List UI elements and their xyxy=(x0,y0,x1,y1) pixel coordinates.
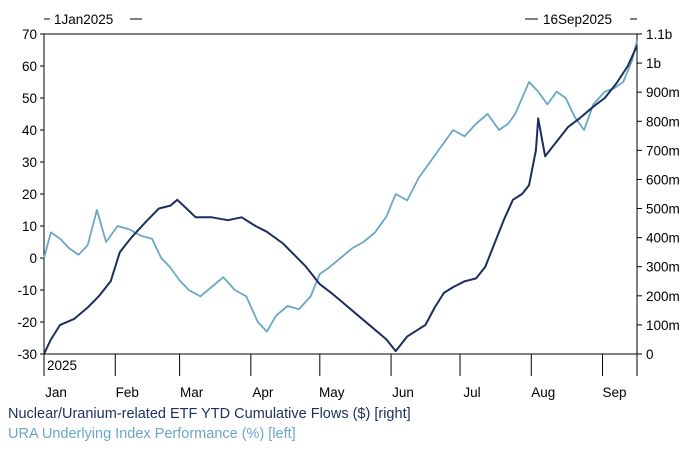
y-left-tick-label: 0 xyxy=(29,251,37,266)
y-left-tick-label: 20 xyxy=(22,187,37,202)
y-left-tick-label: -30 xyxy=(17,347,37,362)
x-tick-label: Jun xyxy=(392,385,414,400)
y-left-tick-label: 10 xyxy=(22,219,37,234)
y-right-tick-label: 800m xyxy=(646,114,680,129)
y-right-tick-label: 200m xyxy=(646,289,680,304)
y-left-tick-label: 40 xyxy=(22,123,37,138)
y-right-tick-label: 600m xyxy=(646,172,680,187)
plot-area xyxy=(43,33,638,355)
y-right-tick-label: 900m xyxy=(646,85,680,100)
y-left-tick-label: 60 xyxy=(22,59,37,74)
legend-ura-index: URA Underlying Index Performance (%) [le… xyxy=(8,426,296,442)
y-right-tick-label: 1b xyxy=(646,56,661,71)
series-line-etf-flows xyxy=(43,45,638,355)
x-tick-label: Apr xyxy=(252,385,274,400)
axes: -30 -20 -10 0 10 20 30 40 50 60 70 0 100m 200m 300m 400… xyxy=(17,27,679,400)
y-right-tick-label: 1.1b xyxy=(646,27,672,42)
y-right-tick-label: 500m xyxy=(646,202,680,217)
y-right-tick-label: 0 xyxy=(646,347,654,362)
x-tick-label: Sep xyxy=(603,385,627,400)
y-right-tick-label: 300m xyxy=(646,260,680,275)
y-left-tick-label: 30 xyxy=(22,155,37,170)
y-left-tick-label: 70 xyxy=(22,27,37,42)
series-group xyxy=(43,40,638,355)
end-date-label: 16Sep2025 xyxy=(543,12,612,27)
series-line-ura-index xyxy=(43,40,638,333)
x-tick-label: Mar xyxy=(180,385,204,400)
y-left-tick-label: 50 xyxy=(22,91,37,106)
y-right-tick-label: 400m xyxy=(646,231,680,246)
y-left-tick-label: -20 xyxy=(17,315,37,330)
y-left-tick-label: -10 xyxy=(17,283,37,298)
x-tick-label: Aug xyxy=(531,385,555,400)
x-tick-label: Jan xyxy=(45,385,67,400)
start-date-label: 1Jan2025 xyxy=(54,12,113,27)
y-right-tick-label: 100m xyxy=(646,318,680,333)
x-tick-label: Feb xyxy=(116,385,139,400)
legend-flows: Nuclear/Uranium-related ETF YTD Cumulati… xyxy=(8,406,411,422)
top-labels: 1Jan2025 16Sep2025 xyxy=(44,12,637,27)
x-tick-label: Jul xyxy=(463,385,480,400)
y-right-tick-label: 700m xyxy=(646,143,680,158)
year-label: 2025 xyxy=(47,358,77,373)
x-tick-label: May xyxy=(319,385,345,400)
